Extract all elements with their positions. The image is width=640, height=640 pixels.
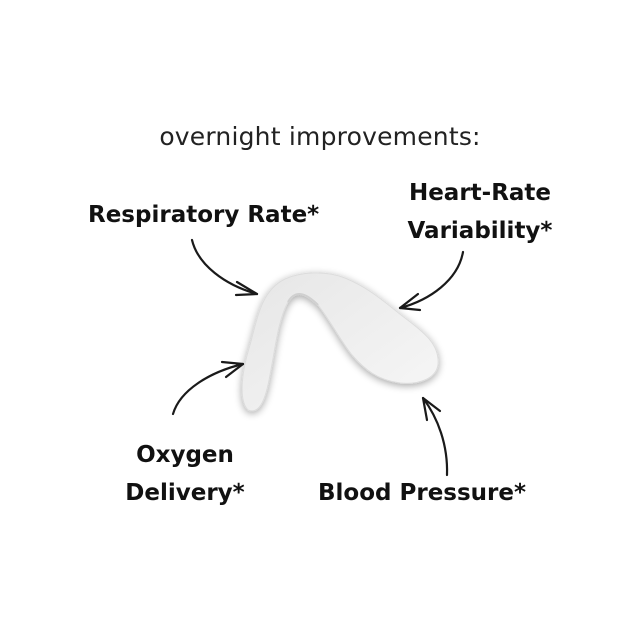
arrow-blood-pressure (421, 396, 449, 477)
label-blood-pressure: Blood Pressure* (318, 480, 527, 506)
label-oxygen-line2: Delivery* (125, 480, 245, 506)
arrow-oxygen-delivery (171, 360, 245, 416)
mouth-tape-strip (241, 272, 439, 412)
label-hrv-line2: Variability* (407, 218, 553, 244)
label-hrv-line1: Heart-Rate (408, 180, 552, 206)
label-respiratory-rate: Respiratory Rate* (88, 202, 320, 228)
arrow-hrv (398, 250, 465, 312)
arrow-respiratory-rate (190, 238, 259, 297)
page-title: overnight improvements: (159, 122, 481, 151)
label-oxygen-line1: Oxygen (136, 442, 234, 468)
